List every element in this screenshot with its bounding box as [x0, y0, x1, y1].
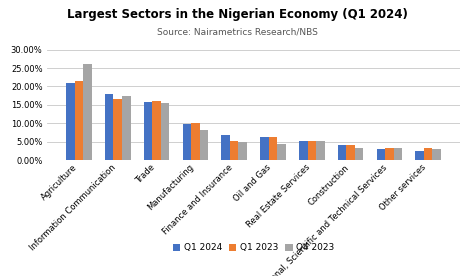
- Bar: [299, 141, 308, 160]
- Legend: Q1 2024, Q1 2023, Q4 2023: Q1 2024, Q1 2023, Q4 2023: [169, 240, 338, 256]
- Bar: [152, 101, 161, 160]
- Bar: [113, 99, 122, 160]
- Bar: [346, 145, 355, 160]
- Bar: [191, 123, 200, 160]
- Bar: [308, 141, 316, 160]
- Bar: [230, 141, 238, 160]
- Bar: [385, 148, 394, 160]
- Bar: [75, 81, 83, 160]
- Bar: [277, 144, 286, 160]
- Bar: [432, 149, 441, 160]
- Bar: [424, 148, 432, 160]
- Bar: [83, 64, 92, 160]
- Bar: [161, 103, 169, 160]
- Text: Source: Nairametrics Research/NBS: Source: Nairametrics Research/NBS: [156, 28, 318, 37]
- Bar: [122, 96, 130, 160]
- Bar: [105, 94, 113, 160]
- Bar: [394, 148, 402, 160]
- Bar: [269, 137, 277, 160]
- Bar: [221, 136, 230, 160]
- Bar: [355, 148, 364, 160]
- Bar: [144, 102, 152, 160]
- Text: Largest Sectors in the Nigerian Economy (Q1 2024): Largest Sectors in the Nigerian Economy …: [66, 8, 408, 21]
- Bar: [66, 83, 75, 160]
- Bar: [182, 124, 191, 160]
- Bar: [260, 137, 269, 160]
- Bar: [238, 142, 247, 160]
- Bar: [316, 141, 325, 160]
- Bar: [377, 149, 385, 160]
- Bar: [415, 151, 424, 160]
- Bar: [338, 145, 346, 160]
- Bar: [200, 129, 208, 160]
